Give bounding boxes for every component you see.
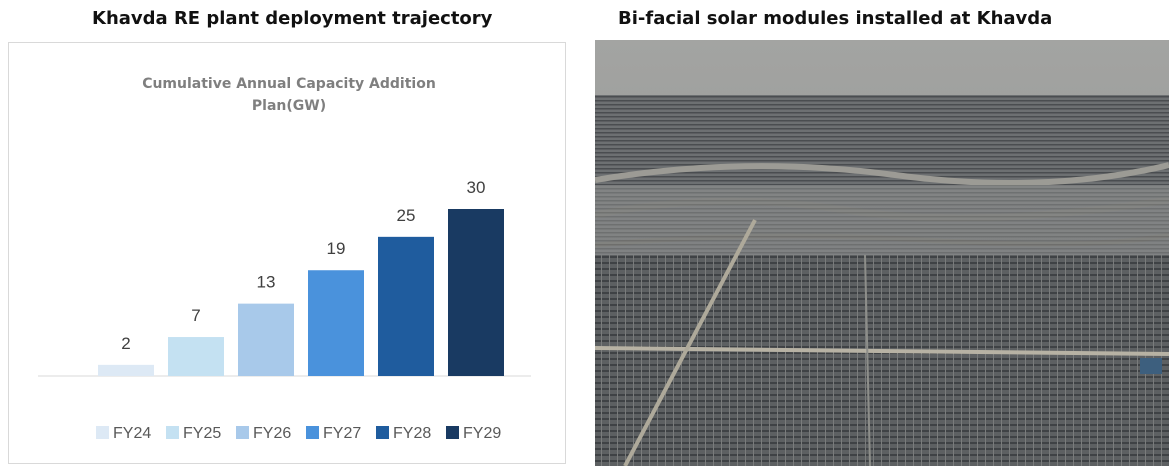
- legend-label: FY24: [113, 425, 151, 442]
- legend-label: FY29: [463, 425, 501, 442]
- chart-heading: Khavda RE plant deployment trajectory: [92, 8, 492, 29]
- legend-label: FY27: [323, 425, 361, 442]
- photo-heading: Bi-facial solar modules installed at Kha…: [618, 8, 1052, 29]
- legend-label: FY25: [183, 425, 221, 442]
- legend-swatch: [376, 426, 389, 439]
- legend-swatch: [166, 426, 179, 439]
- data-label: 30: [467, 178, 486, 197]
- bar: [168, 337, 224, 376]
- solar-field-photo: [595, 40, 1169, 466]
- data-label: 13: [257, 273, 276, 292]
- bar: [238, 304, 294, 376]
- bar: [308, 270, 364, 376]
- legend-swatch: [446, 426, 459, 439]
- bar: [98, 365, 154, 376]
- legend-swatch: [96, 426, 109, 439]
- legend-label: FY26: [253, 425, 291, 442]
- data-label: 2: [121, 334, 130, 353]
- legend-swatch: [306, 426, 319, 439]
- chart-panel: 2 7 13 19 25 30 FY24 FY25 FY26 FY27 FY28 FY29 Cumul…: [8, 42, 566, 464]
- bar: [378, 237, 434, 376]
- legend-label: FY28: [393, 425, 431, 442]
- data-label: 19: [327, 239, 346, 258]
- legend-swatch: [236, 426, 249, 439]
- chart-title: Cumulative Annual Capacity Addition Plan…: [139, 73, 439, 117]
- bar: [448, 209, 504, 376]
- page: {"captions": ["Khavda RE plant deploymen…: [0, 0, 1169, 466]
- data-label: 7: [191, 306, 200, 325]
- data-label: 25: [397, 206, 416, 225]
